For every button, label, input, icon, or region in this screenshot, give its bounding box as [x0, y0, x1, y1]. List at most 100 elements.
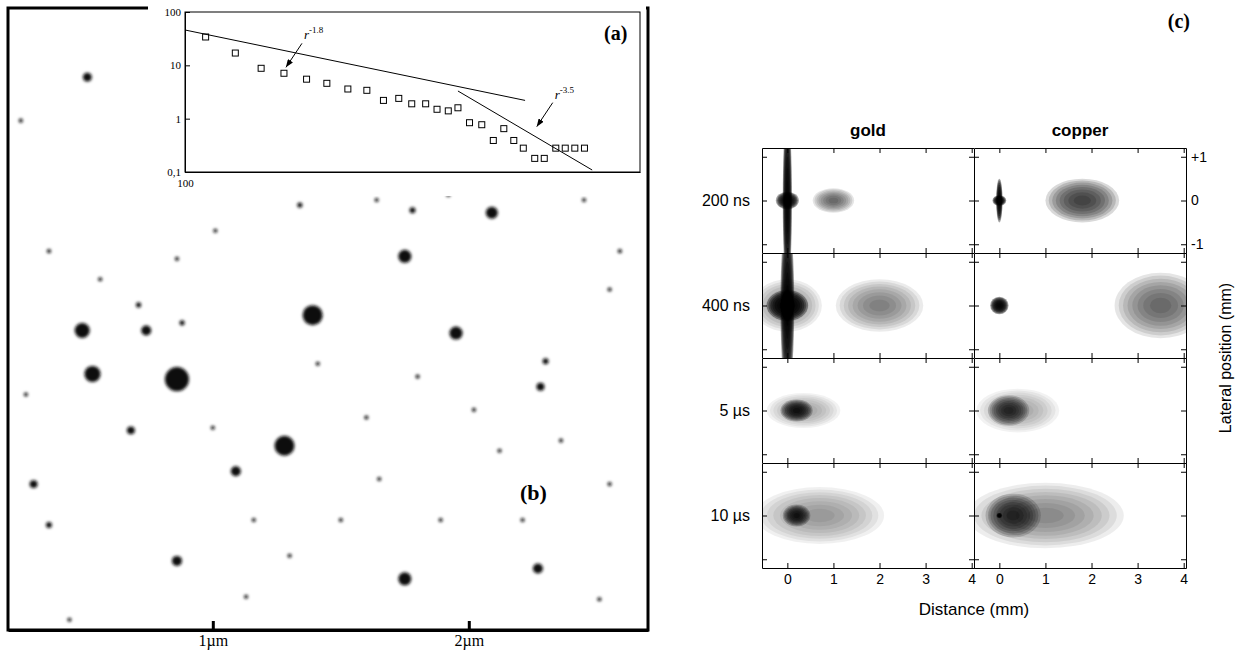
x-axis-top-tick — [1045, 358, 1046, 363]
plot-background — [974, 148, 1186, 253]
x-axis-top-tick-mark — [972, 463, 973, 468]
inset-frame — [185, 12, 640, 172]
plume-contour — [997, 303, 1001, 307]
x-axis-bottom-tick-mark — [972, 248, 973, 253]
x-axis-bottom-tick — [787, 353, 788, 358]
plume-contour — [974, 486, 1117, 546]
x-axis-top-tick-mark — [1184, 148, 1185, 153]
row-label: 200 ns — [702, 192, 750, 209]
y-axis-right-tick-mark — [1181, 411, 1186, 412]
x-axis-line — [186, 172, 641, 173]
x-axis-bottom-tick — [926, 248, 927, 253]
plume-contour — [829, 198, 839, 204]
x-axis-bottom-tick — [1184, 458, 1185, 463]
plume-contour — [1064, 189, 1101, 211]
x-axis-top-tick-mark — [972, 253, 973, 258]
x-axis-bottom-tick — [926, 458, 927, 463]
x-axis-top-tick-mark — [1184, 463, 1185, 468]
x-axis-bottom-tick — [972, 353, 973, 358]
x-axis-bottom-line — [763, 463, 975, 464]
plume-contour — [836, 279, 924, 332]
x-axis-bottom-tick-mark — [926, 353, 927, 358]
data-point — [455, 105, 461, 111]
y-axis-right-tick — [1181, 411, 1186, 412]
x-axis-top-tick-mark — [1045, 148, 1046, 153]
x-axis-bottom-tick-mark — [1138, 458, 1139, 463]
x-axis-bottom-tick — [1045, 248, 1046, 253]
row-label: 5 µs — [719, 402, 750, 419]
plume-contour — [974, 483, 1124, 549]
y-axis-left-tick-mark — [974, 306, 979, 307]
plume-contour — [997, 183, 1002, 219]
plume-contour — [783, 148, 792, 253]
x-axis-top-tick — [999, 358, 1000, 363]
plume-contour — [993, 299, 1006, 312]
particle — [472, 408, 476, 412]
x-axis-bottom-tick-label: 2 — [1088, 571, 1096, 587]
particle — [213, 229, 217, 233]
x-axis-tick-label: 1µm — [198, 632, 228, 650]
y-axis-right-tick: -1 — [1181, 236, 1204, 252]
plume-contour — [795, 406, 812, 414]
plume-contour — [770, 293, 804, 318]
data-point — [232, 50, 238, 56]
y-axis-right-line — [1186, 359, 1187, 464]
x-axis-bottom — [975, 458, 1187, 464]
particle — [439, 518, 443, 522]
x-axis-tick-mark — [468, 621, 471, 630]
plume-marks — [767, 393, 841, 428]
plume-contour — [773, 396, 833, 425]
x-axis-bottom-tick-mark — [1092, 458, 1093, 463]
y-axis-right-tick — [1181, 559, 1186, 560]
x-axis-top-tick — [1092, 463, 1093, 468]
y-axis-left-tick — [762, 367, 767, 368]
x-axis-title: Distance (mm) — [919, 600, 1030, 619]
plume-contour — [826, 196, 842, 205]
x-axis-top-tick-mark — [999, 358, 1000, 363]
y-axis-right-tick-mark — [1181, 472, 1186, 473]
x-axis-top-tick-mark — [926, 148, 927, 153]
x-axis-bottom-tick-mark — [880, 248, 881, 253]
x-axis-top-tick — [926, 253, 927, 258]
plume-contour — [853, 289, 907, 321]
plume-contour — [998, 192, 1000, 209]
y-axis-right-tick — [1181, 306, 1186, 307]
y-axis-left-tick-mark — [762, 472, 767, 473]
x-axis-top-line — [763, 253, 975, 254]
y-axis-tick-label: 100 — [165, 6, 182, 18]
y-axis-left — [974, 359, 979, 464]
plume-contour — [813, 188, 854, 213]
plume-contour — [762, 282, 819, 330]
y-axis-left — [974, 464, 979, 569]
x-axis-bottom-line — [763, 358, 975, 359]
x-axis-bottom-tick — [999, 353, 1000, 358]
y-axis-left-tick-mark — [974, 244, 979, 245]
particle — [316, 362, 320, 366]
x-axis-top-tick — [1138, 358, 1139, 363]
plume-contour — [844, 284, 916, 327]
x-axis-top-tick — [1184, 253, 1185, 258]
y-axis-right-tick — [969, 306, 974, 307]
y-axis-right-tick-mark — [969, 262, 974, 263]
x-axis-bottom-tick-mark — [1184, 563, 1185, 568]
y-axis-right — [1181, 254, 1187, 359]
plume-marks — [990, 273, 1186, 339]
y-axis-left-tick — [762, 262, 767, 263]
plume-contour — [1060, 187, 1105, 214]
x-axis-bottom-tick — [1092, 458, 1093, 463]
y-axis-tick-label: 1 — [176, 113, 182, 125]
x-axis: 1µm2µm — [9, 621, 649, 650]
plume-contour — [821, 193, 847, 208]
x-axis-top-tick-mark — [787, 358, 788, 363]
particle — [597, 597, 601, 601]
y-axis-left-tick — [974, 367, 979, 368]
inset-background — [148, 0, 646, 196]
y-axis-right-tick — [969, 201, 974, 202]
y-axis-line — [185, 13, 186, 173]
x-axis-line — [9, 629, 649, 632]
y-axis-right-tick-mark — [969, 244, 974, 245]
x-axis-bottom-tick-mark — [787, 248, 788, 253]
plot-background — [762, 463, 974, 568]
plume-contour — [994, 197, 1004, 205]
y-axis-right-tick — [969, 367, 974, 368]
